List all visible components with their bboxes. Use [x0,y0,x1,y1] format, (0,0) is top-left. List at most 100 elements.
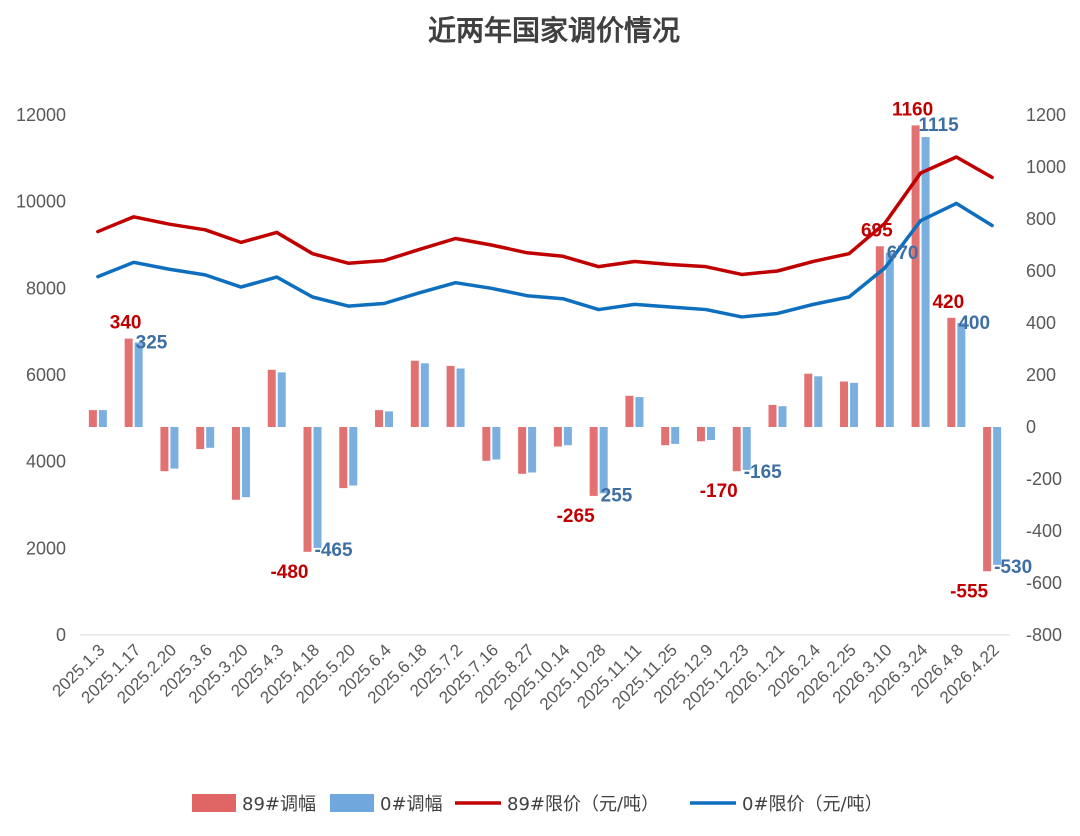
bar-89-change [553,427,562,447]
bar-0-change [599,427,608,494]
bar-89-change [732,427,741,472]
bar-89-change [696,427,705,442]
bar-89-change [983,427,992,572]
bar-0-change [885,252,894,427]
chart-title: 近两年国家调价情况 [428,14,680,47]
right-tick-label: 800 [1026,209,1056,229]
right-tick-label: 1200 [1026,105,1066,125]
bar-series-group [88,125,1002,572]
bar-0-change [742,427,751,470]
data-label: -530 [994,557,1032,578]
bar-89-change [267,369,276,427]
legend-label: 0#调幅 [380,794,443,815]
bar-89-change [88,410,97,427]
left-y-axis: 0 2000 4000 6000 8000 10000 12000 [16,105,66,645]
left-tick-label: 8000 [26,278,66,298]
data-label: 400 [958,313,990,334]
right-tick-label: -200 [1026,469,1062,489]
bar-89-change [410,360,419,427]
bar-89-change [625,395,634,427]
right-tick-label: 400 [1026,313,1056,333]
data-label: -265 [557,506,595,527]
bar-0-change [706,427,715,440]
bar-0-change [563,427,572,446]
bar-89-change [768,404,777,427]
left-tick-label: 0 [56,625,66,645]
left-tick-label: 2000 [26,538,66,558]
bar-89-change [661,427,670,446]
bar-0-change [671,427,680,444]
right-tick-label: 0 [1026,417,1036,437]
bar-89-change [303,427,312,552]
bar-0-change [850,382,859,427]
bar-0-change [456,368,465,427]
bar-89-change [518,427,527,474]
data-label: 340 [110,313,142,334]
data-label: -165 [744,462,782,483]
legend-label: 0#限价（元/吨） [742,794,883,815]
data-label: 255 [601,485,633,506]
right-tick-label: -400 [1026,521,1062,541]
x-axis: 2025.1.32025.1.172025.2.202025.3.62025.3… [48,634,1010,714]
bar-0-change [528,427,537,473]
bar-89-change [375,410,384,427]
bar-89-change [446,365,455,427]
bar-0-change [778,406,787,427]
left-tick-label: 10000 [16,192,66,212]
legend-swatch-bar [192,794,236,812]
bar-0-change [492,427,501,460]
bar-0-change [134,342,143,427]
line-89-price [96,155,994,277]
data-label: 325 [136,333,168,354]
bar-89-change [196,427,205,450]
bar-0-change [349,427,358,486]
bar-0-change [277,372,286,427]
data-label: -465 [315,540,353,561]
left-tick-label: 4000 [26,452,66,472]
right-y-axis: -800 -600 -400 -200 0 200 400 600 800 1000 1200 [1026,105,1066,645]
legend: 89#调幅 0#调幅 89#限价（元/吨） 0#限价（元/吨） [192,794,883,815]
legend-label: 89#调幅 [242,794,316,815]
line-series-group [96,155,994,319]
bar-0-change [921,137,930,427]
bar-89-change [339,427,348,489]
bar-89-change [840,381,849,427]
data-label: 1115 [918,115,959,136]
bar-89-change [947,317,956,427]
legend-swatch-bar [330,794,374,812]
bar-0-change [993,427,1002,565]
data-label: 670 [887,243,919,264]
bar-0-change [98,410,107,427]
bar-89-change [875,246,884,427]
bar-0-change [241,427,250,498]
bar-89-change [160,427,169,472]
data-label: 1160 [892,99,933,120]
data-label: -170 [700,481,738,502]
data-label: 420 [932,292,964,313]
left-tick-label: 6000 [26,365,66,385]
bar-0-change [420,363,429,427]
legend-label: 89#限价（元/吨） [507,794,659,815]
bar-0-change [313,427,322,548]
line-0-price [96,201,994,319]
bar-0-change [206,427,215,448]
right-tick-label: -600 [1026,573,1062,593]
data-label: 695 [861,220,893,241]
bar-89-change [231,427,240,500]
left-tick-label: 12000 [16,105,66,125]
bar-89-change [911,125,920,428]
bar-89-change [482,427,491,461]
bar-0-change [957,323,966,427]
data-label: -555 [950,581,988,602]
bar-0-change [170,427,179,469]
bar-0-change [814,376,823,427]
data-label: -480 [270,562,308,583]
bar-89-change [124,338,133,427]
bar-89-change [804,373,813,427]
right-tick-label: 1000 [1026,157,1066,177]
right-tick-label: 200 [1026,365,1056,385]
right-tick-label: -800 [1026,625,1062,645]
bar-0-change [635,397,644,427]
